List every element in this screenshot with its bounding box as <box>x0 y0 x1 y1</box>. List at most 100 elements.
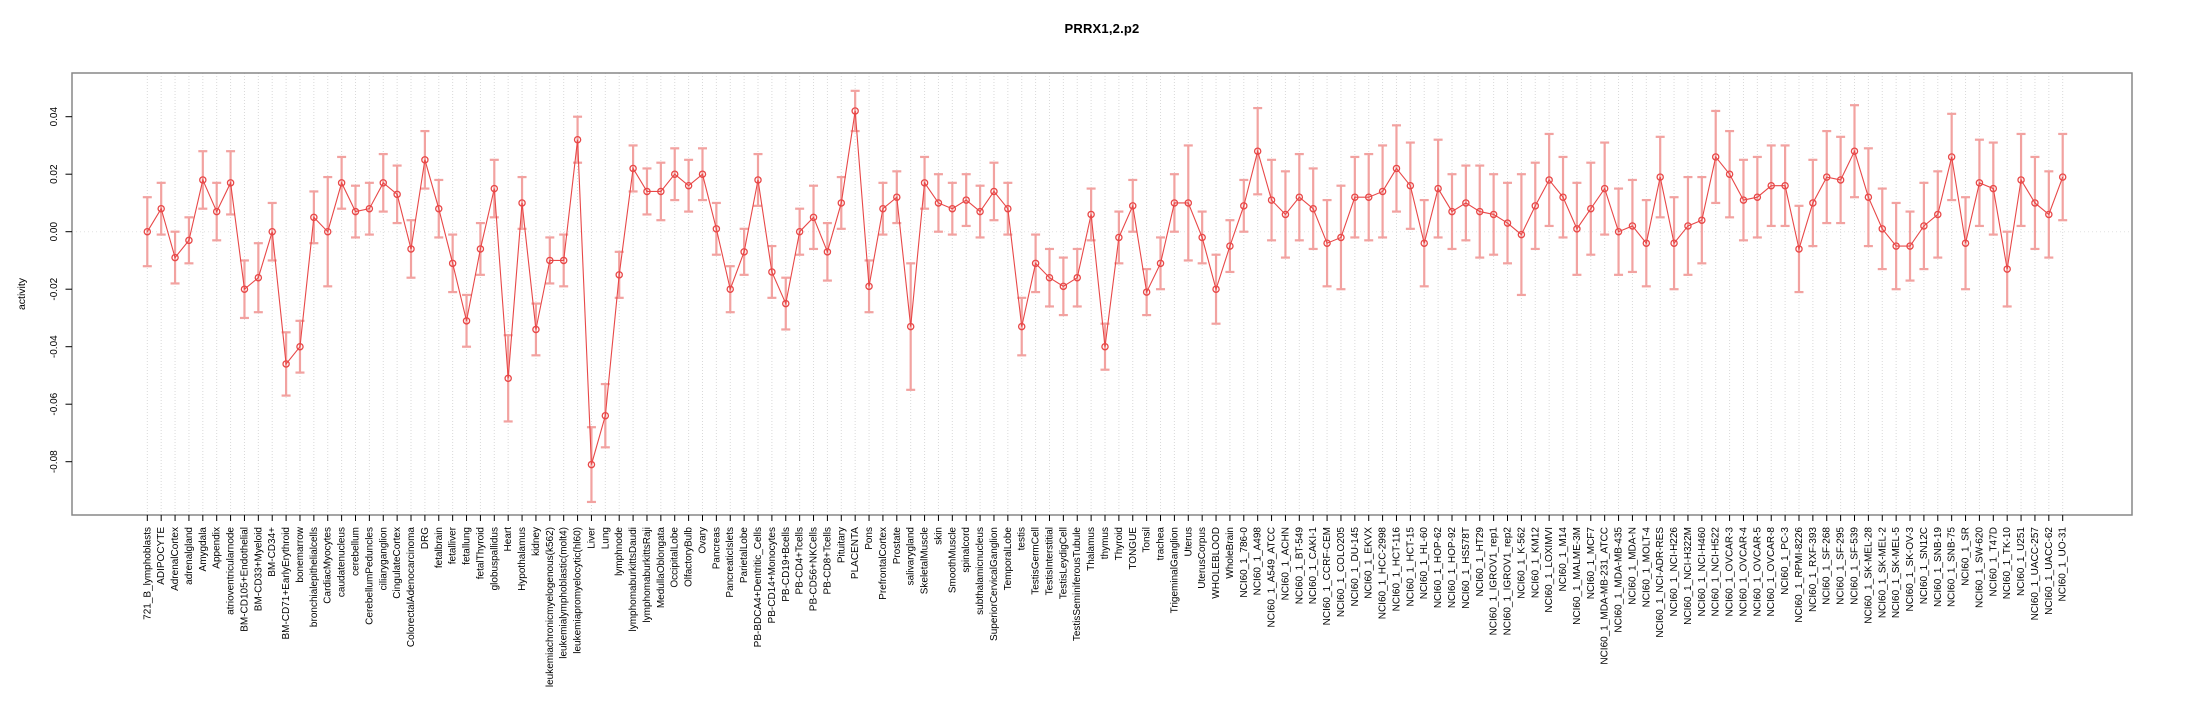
data-point <box>920 179 929 187</box>
x-tick-label: ParietalLobe <box>739 527 750 584</box>
x-tick-label: WHOLEBLOOD <box>1211 527 1222 599</box>
data-point <box>795 227 804 236</box>
data-point <box>1295 193 1304 201</box>
x-tick-label: NCI60_1_HOP-62 <box>1433 527 1444 609</box>
data-point <box>782 299 790 308</box>
x-tick-label: NCI60_1_NCI-H226 <box>1669 527 1680 617</box>
x-tick-label: NCI60_1_NCI-H322M <box>1683 527 1694 625</box>
x-tick-label: NCI60_1_MOLT-4 <box>1641 527 1652 608</box>
data-point <box>893 193 901 201</box>
data-point <box>296 342 304 351</box>
x-tick-label: NCI60_1_U251 <box>2016 527 2027 596</box>
data-point <box>2058 173 2067 181</box>
data-point <box>1253 147 1262 155</box>
x-tick-label: Thalamus <box>1086 527 1097 571</box>
data-point <box>1434 184 1442 193</box>
x-tick-label: SkeletalMuscle <box>920 527 931 595</box>
x-tick-label: cerebellum <box>350 527 361 576</box>
x-tick-label: adrenalgland <box>184 527 195 585</box>
data-point <box>1961 239 1970 247</box>
x-tick-label: NCI60_1_SK-OV-3 <box>1905 527 1916 612</box>
x-tick-label: NCI60_1_OVCAR-8 <box>1766 527 1777 617</box>
x-tick-label: kidney <box>531 527 542 556</box>
x-tick-label: NCI60_1_HT29 <box>1475 527 1486 597</box>
y-tick-label: -0.02 <box>49 277 60 300</box>
data-point <box>1920 222 1928 230</box>
data-point <box>1947 153 1956 161</box>
x-tick-label: NCI60_1_MDA-MB-435 <box>1614 527 1625 633</box>
data-point <box>1156 259 1165 268</box>
data-point <box>143 227 152 236</box>
x-tick-label: SmoothMuscle <box>947 527 958 594</box>
data-point <box>1503 219 1512 227</box>
x-tick-label: NCI60_1_MCF7 <box>1586 527 1597 600</box>
data-point <box>1739 196 1748 204</box>
x-tick-label: NCI60_1_BT-549 <box>1294 527 1305 605</box>
data-point <box>1587 204 1595 213</box>
data-point <box>670 170 679 178</box>
data-point <box>1934 210 1942 219</box>
data-point <box>1004 204 1012 213</box>
x-tick-label: NCI60_1_SNB-19 <box>1933 527 1944 607</box>
data-point <box>1406 181 1415 190</box>
x-tick-label: NCI60_1_HCC-2998 <box>1378 527 1389 620</box>
data-point <box>2045 210 2053 219</box>
x-tick-label: NCI60_1_SF-268 <box>1822 527 1833 605</box>
data-point <box>1198 233 1206 242</box>
data-point <box>1698 216 1706 224</box>
data-point <box>448 259 457 268</box>
data-point <box>1600 184 1609 193</box>
y-tick-label: -0.06 <box>49 392 60 415</box>
data-point <box>1142 288 1151 296</box>
data-point <box>879 204 887 213</box>
x-tick-label: NCI60_1_SK-MEL-2 <box>1877 527 1888 619</box>
x-tick-label: Ovary <box>697 527 708 554</box>
x-tick-label: 721_B_lymphoblasts <box>142 527 153 620</box>
x-tick-label: NCI60_1_SW-620 <box>1974 527 1985 608</box>
x-tick-label: NCI60_1_SN12C <box>1919 527 1930 604</box>
data-point <box>1767 181 1775 190</box>
plot-box <box>71 72 2133 516</box>
data-point <box>1462 199 1470 207</box>
x-tick-label: Heart <box>503 527 514 552</box>
x-tick-label: NCI60_1_DU-145 <box>1350 527 1361 607</box>
chart-title: PRRX1,2.p2 <box>1064 21 1140 36</box>
data-point <box>546 256 554 265</box>
x-tick-label: TestisLeydigCell <box>1058 527 1069 599</box>
data-point <box>1559 193 1567 201</box>
data-point <box>490 184 499 193</box>
x-tick-label: globuspallidus <box>489 527 500 590</box>
data-point <box>1240 202 1248 210</box>
x-tick-label: PB-CD4+Tcells <box>795 527 806 595</box>
data-point <box>1628 222 1637 230</box>
data-point <box>1392 164 1401 173</box>
x-tick-label: subthalamicnucleus <box>975 527 986 615</box>
data-point <box>684 181 693 190</box>
data-point <box>407 245 415 253</box>
x-tick-label: NCI60_1_IGROV1_rep2 <box>1503 527 1514 636</box>
data-point <box>1267 196 1276 204</box>
data-point <box>421 156 429 164</box>
data-point <box>1781 181 1789 190</box>
data-point <box>1864 193 1873 201</box>
data-point <box>2031 199 2039 207</box>
x-tick-label: PB-BDCA4+Dentritic_Cells <box>753 527 764 647</box>
data-point <box>1101 342 1109 351</box>
x-tick-label: NCI60_1_SF-539 <box>1850 527 1861 605</box>
y-axis-label: activity <box>16 277 28 311</box>
x-tick-label: thymus <box>1100 527 1111 559</box>
x-tick-label: PB-CD14+Monocytes <box>767 527 778 623</box>
x-tick-label: PB-CD8+Tcells <box>822 527 833 595</box>
data-point <box>1364 193 1373 201</box>
x-tick-label: NCI60_1_SR <box>1961 527 1972 586</box>
x-tick-label: NCI60_1_TK-10 <box>2002 527 2013 600</box>
data-point <box>268 227 276 236</box>
data-point <box>962 196 970 204</box>
data-point <box>1115 233 1123 242</box>
data-point <box>1975 179 1984 187</box>
x-tick-label: MedullaOblongata <box>656 527 667 609</box>
x-tick-label: NCI60_1_NCI-H460 <box>1697 527 1708 617</box>
data-point <box>1684 222 1692 230</box>
data-point <box>1420 239 1428 247</box>
